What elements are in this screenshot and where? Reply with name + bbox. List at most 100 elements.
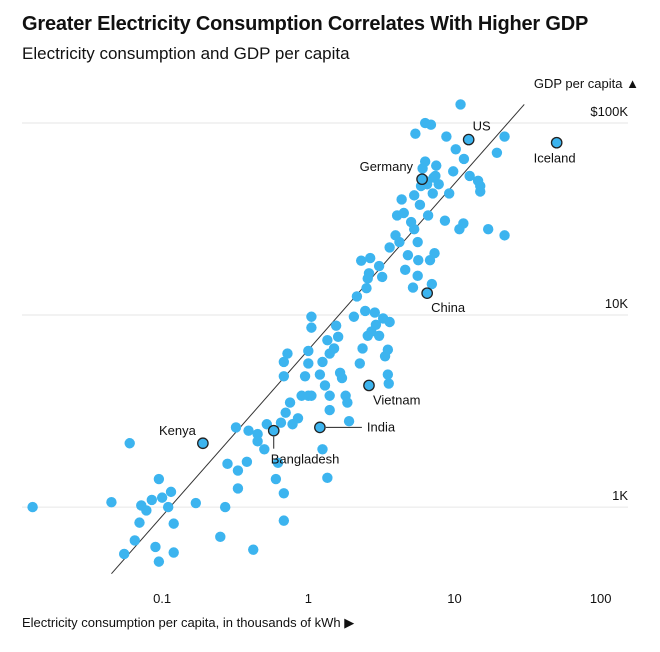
data-point <box>408 223 420 235</box>
data-point <box>141 505 152 516</box>
data-point <box>243 425 254 436</box>
data-point <box>475 186 486 197</box>
data-point <box>441 131 452 142</box>
data-point <box>413 255 424 266</box>
data-point <box>252 436 263 447</box>
data-point <box>118 548 130 560</box>
data-point <box>248 544 259 555</box>
data-point <box>384 242 395 253</box>
data-point <box>162 501 174 513</box>
data-point <box>168 547 179 558</box>
highlighted-point <box>197 437 209 450</box>
data-point <box>408 190 420 201</box>
data-point <box>324 404 335 416</box>
data-point <box>168 518 179 529</box>
trend-line <box>111 104 525 575</box>
data-point <box>376 271 388 283</box>
data-point <box>280 407 291 418</box>
data-point <box>278 515 290 526</box>
data-point <box>165 486 177 498</box>
data-point <box>275 417 287 428</box>
data-point <box>252 428 263 440</box>
point-label: Germany <box>360 159 414 174</box>
highlighted-point <box>550 136 563 149</box>
data-point <box>499 230 510 241</box>
data-point <box>292 413 304 424</box>
data-point <box>430 170 441 182</box>
highlighted-point <box>363 379 375 392</box>
data-point <box>360 305 371 317</box>
data-point <box>314 369 326 380</box>
data-point <box>190 497 202 509</box>
data-point <box>426 278 438 290</box>
data-point <box>422 210 434 221</box>
data-point <box>450 144 461 155</box>
data-point <box>382 344 394 355</box>
data-point <box>458 153 470 165</box>
data-point <box>431 160 442 171</box>
highlighted-point <box>421 287 434 300</box>
data-point <box>491 147 503 158</box>
data-point <box>364 252 376 264</box>
data-point <box>439 215 451 226</box>
data-point <box>332 331 344 343</box>
point-label: Bangladesh <box>271 452 340 467</box>
x-tick-label: 10 <box>447 591 461 606</box>
y-tick-label: $100K <box>590 104 628 119</box>
data-point <box>394 236 405 248</box>
data-point <box>106 497 117 508</box>
data-point <box>410 128 421 139</box>
data-point <box>232 465 244 476</box>
data-point <box>156 492 168 503</box>
x-axis-label: Electricity consumption per capita, in t… <box>22 615 354 631</box>
data-point <box>299 371 311 382</box>
data-point <box>328 343 340 354</box>
data-point <box>282 348 293 359</box>
data-point <box>343 416 355 427</box>
data-point <box>383 378 394 389</box>
data-point <box>222 458 233 470</box>
data-point <box>306 322 317 333</box>
data-point <box>284 397 296 408</box>
data-point <box>419 156 431 167</box>
highlighted-point <box>462 133 475 146</box>
highlighted-points <box>197 133 563 450</box>
data-point <box>146 494 158 506</box>
data-point <box>407 282 419 293</box>
data-point <box>27 501 38 513</box>
data-point <box>330 320 342 331</box>
chart-subtitle: Electricity consumption and GDP per capi… <box>22 44 350 63</box>
data-point <box>124 438 135 449</box>
data-point <box>425 119 437 130</box>
data-point <box>317 444 328 455</box>
point-label: China <box>431 300 466 315</box>
highlighted-point <box>416 173 428 186</box>
data-point <box>398 207 410 219</box>
data-point <box>444 188 455 199</box>
x-tick-label: 0.1 <box>153 591 171 606</box>
tick-labels: 1K 10K $100K 0.1 1 10 100 <box>153 104 628 606</box>
highlighted-point <box>314 421 326 434</box>
data-point <box>414 199 426 211</box>
data-point <box>370 319 382 330</box>
data-point <box>427 188 438 199</box>
data-points <box>27 99 510 567</box>
chart-title: Greater Electricity Consumption Correlat… <box>22 13 589 35</box>
data-point <box>429 247 440 259</box>
data-point <box>499 131 510 142</box>
data-point <box>232 483 244 494</box>
data-point <box>153 556 165 567</box>
data-point <box>373 260 385 272</box>
data-point <box>373 330 385 341</box>
data-point <box>448 166 459 177</box>
data-point <box>357 343 368 354</box>
data-point <box>129 535 140 546</box>
x-tick-label: 1 <box>305 591 312 606</box>
point-label: Kenya <box>159 423 197 438</box>
y-tick-label: 1K <box>612 488 628 503</box>
data-point <box>455 99 466 110</box>
data-point <box>134 517 145 528</box>
y-axis-label-text: GDP per capita <box>533 76 623 91</box>
data-point <box>322 334 333 346</box>
